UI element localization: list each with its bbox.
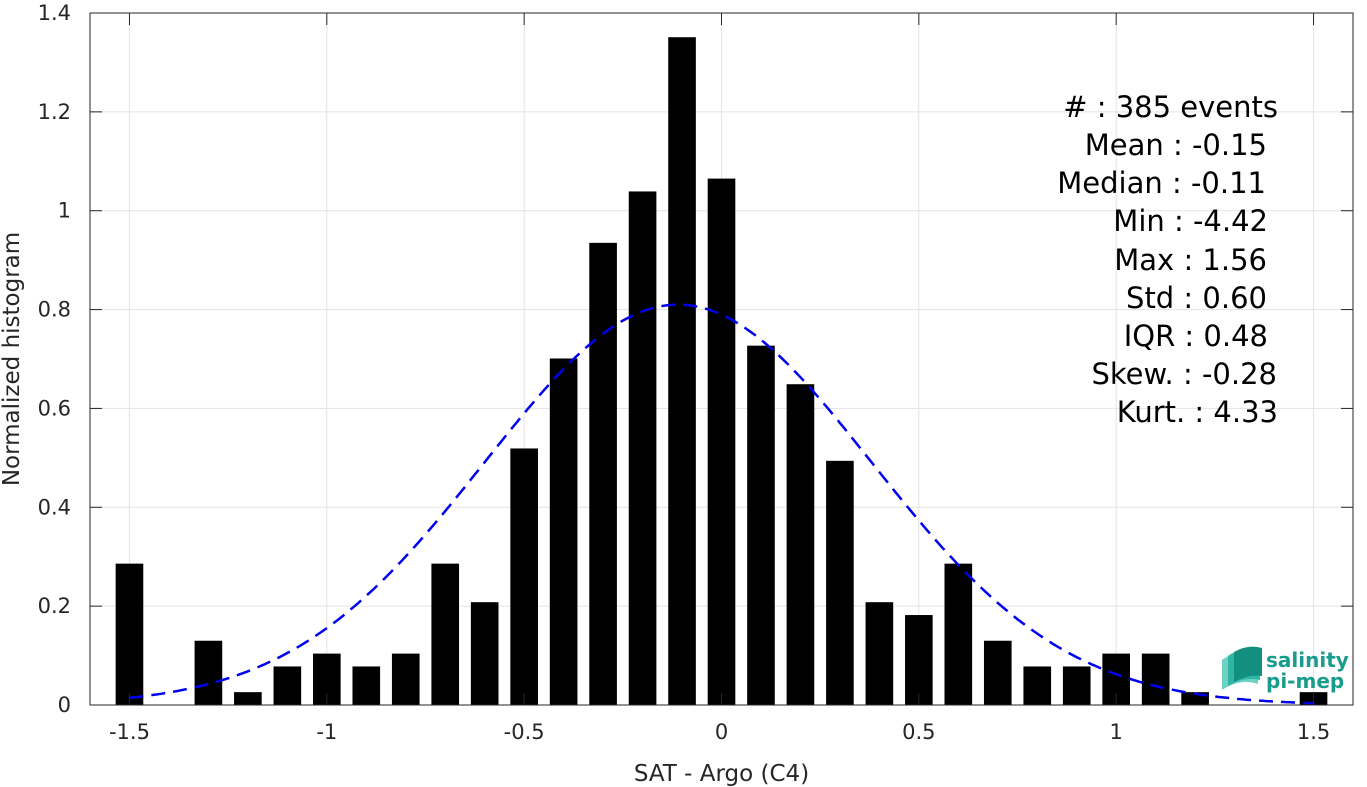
x-tick-label-4: 0.5 bbox=[902, 720, 935, 744]
bar-8 bbox=[470, 602, 499, 705]
y-tick-label-3: 0.6 bbox=[38, 396, 71, 420]
bar-23 bbox=[1062, 666, 1091, 705]
normal-fit-curve bbox=[129, 303, 1314, 705]
bar-12 bbox=[628, 191, 657, 706]
bar-3 bbox=[273, 666, 302, 705]
bar-21 bbox=[983, 640, 1012, 705]
bar-25 bbox=[1141, 653, 1170, 705]
stat-mean: Mean : -0.15 bbox=[1085, 128, 1267, 162]
y-tick-label-6: 1.2 bbox=[38, 100, 71, 124]
x-tick-label-3: 0 bbox=[715, 720, 728, 744]
bar-22 bbox=[1023, 666, 1052, 705]
bar-15 bbox=[747, 345, 775, 705]
histogram-bars bbox=[115, 37, 1328, 706]
bar-11 bbox=[589, 242, 617, 706]
y-tick-label-4: 0.8 bbox=[38, 298, 71, 322]
x-tick-label-5: 1 bbox=[1110, 720, 1123, 744]
stat-median: Median : -0.11 bbox=[1057, 166, 1266, 200]
bar-18 bbox=[865, 602, 894, 705]
stat-iqr: IQR : 0.48 bbox=[1124, 319, 1268, 353]
bar-13 bbox=[668, 37, 696, 706]
statistics-box: # : 385 events Mean : -0.15 Median : -0.… bbox=[1057, 90, 1278, 429]
stat-max: Max : 1.56 bbox=[1114, 243, 1267, 277]
bar-16 bbox=[786, 384, 815, 705]
stat-skew: Skew. : -0.28 bbox=[1091, 357, 1277, 391]
stat-kurt: Kurt. : 4.33 bbox=[1117, 395, 1278, 429]
wave-icon bbox=[1222, 646, 1262, 690]
y-axis-label: Normalized histogram bbox=[0, 232, 25, 486]
stat-std: Std : 0.60 bbox=[1126, 281, 1267, 315]
bar-0 bbox=[115, 563, 144, 705]
bar-19 bbox=[905, 615, 933, 705]
bar-20 bbox=[944, 563, 973, 705]
y-tick-labels: 0 0.2 0.4 0.6 0.8 1 1.2 1.4 bbox=[38, 1, 71, 717]
x-tick-labels: -1.5 -1 -0.5 0 0.5 1 1.5 bbox=[109, 720, 1330, 744]
x-tick-label-2: -0.5 bbox=[504, 720, 545, 744]
x-tick-label-1: -1 bbox=[316, 720, 337, 744]
bar-1 bbox=[194, 640, 223, 705]
bar-2 bbox=[234, 692, 262, 705]
y-tick-label-2: 0.4 bbox=[38, 495, 71, 519]
x-axis-label: SAT - Argo (C4) bbox=[634, 761, 809, 787]
logo-line1: salinity bbox=[1266, 648, 1349, 672]
stat-min: Min : -4.42 bbox=[1113, 204, 1268, 238]
bar-14 bbox=[707, 178, 736, 706]
y-tick-label-0: 0 bbox=[58, 693, 71, 717]
bar-10 bbox=[549, 358, 578, 705]
stat-count: # : 385 events bbox=[1063, 90, 1278, 124]
bar-7 bbox=[431, 563, 460, 705]
logo-line2: pi-mep bbox=[1266, 669, 1344, 693]
y-tick-label-1: 0.2 bbox=[38, 594, 71, 618]
x-tick-label-6: 1.5 bbox=[1297, 720, 1330, 744]
bar-6 bbox=[391, 653, 420, 705]
y-tick-label-7: 1.4 bbox=[38, 1, 71, 25]
bar-17 bbox=[826, 460, 854, 705]
bar-9 bbox=[510, 448, 538, 705]
axes-frame bbox=[89, 12, 1354, 706]
x-tick-label-0: -1.5 bbox=[109, 720, 150, 744]
bar-5 bbox=[352, 666, 381, 705]
y-tick-label-5: 1 bbox=[58, 199, 71, 223]
salinity-pimep-logo: salinity pi-mep bbox=[1222, 646, 1349, 693]
